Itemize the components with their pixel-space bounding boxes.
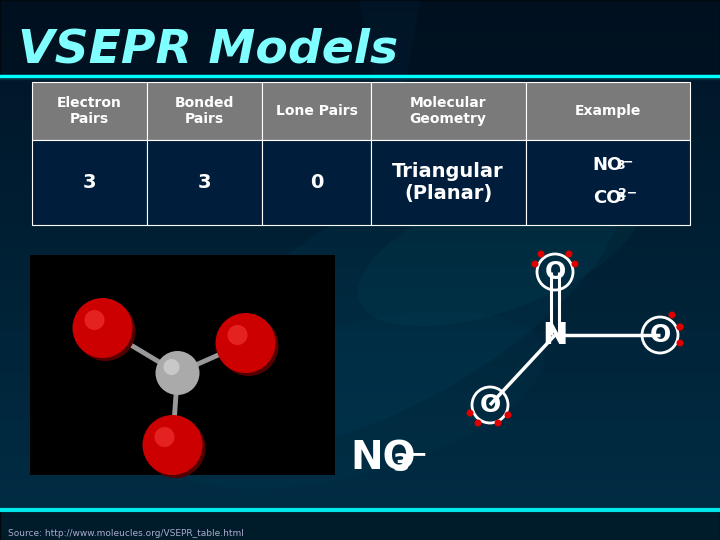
- Text: Electron
Pairs: Electron Pairs: [57, 96, 122, 126]
- Text: O: O: [649, 323, 670, 347]
- Circle shape: [538, 251, 544, 258]
- Circle shape: [565, 251, 572, 258]
- Text: Source: http://www.moleucles.org/VSEPR_table.html: Source: http://www.moleucles.org/VSEPR_t…: [8, 529, 244, 537]
- FancyBboxPatch shape: [0, 0, 720, 75]
- Circle shape: [677, 323, 683, 330]
- Text: 3: 3: [616, 159, 625, 172]
- FancyBboxPatch shape: [30, 255, 335, 475]
- FancyBboxPatch shape: [262, 82, 371, 140]
- Circle shape: [228, 325, 248, 345]
- Circle shape: [218, 316, 279, 376]
- FancyBboxPatch shape: [32, 82, 147, 140]
- FancyBboxPatch shape: [526, 140, 690, 225]
- Text: −: −: [406, 442, 427, 466]
- Ellipse shape: [358, 174, 642, 326]
- Circle shape: [73, 298, 132, 358]
- FancyBboxPatch shape: [147, 140, 262, 225]
- FancyBboxPatch shape: [0, 511, 720, 540]
- Text: O: O: [480, 393, 500, 417]
- Circle shape: [531, 260, 539, 267]
- FancyBboxPatch shape: [32, 140, 147, 225]
- Text: NO: NO: [593, 157, 623, 174]
- Circle shape: [677, 323, 683, 330]
- Polygon shape: [360, 0, 420, 180]
- Circle shape: [84, 310, 104, 330]
- Circle shape: [215, 313, 276, 373]
- Circle shape: [143, 415, 202, 475]
- Text: NO: NO: [350, 439, 415, 477]
- FancyBboxPatch shape: [147, 82, 262, 140]
- Text: 3: 3: [198, 173, 212, 192]
- Circle shape: [76, 301, 135, 361]
- FancyBboxPatch shape: [262, 140, 371, 225]
- Text: CO: CO: [593, 189, 622, 207]
- Text: Triangular
(Planar): Triangular (Planar): [392, 162, 504, 203]
- FancyBboxPatch shape: [526, 82, 690, 140]
- Text: O: O: [544, 260, 566, 284]
- Text: 3: 3: [392, 452, 410, 476]
- Text: 0: 0: [310, 173, 323, 192]
- FancyBboxPatch shape: [371, 140, 526, 225]
- Circle shape: [677, 340, 683, 347]
- Circle shape: [668, 312, 675, 319]
- Circle shape: [505, 411, 511, 418]
- Circle shape: [163, 359, 179, 375]
- Text: N: N: [542, 321, 567, 349]
- Text: −: −: [623, 155, 633, 168]
- Circle shape: [145, 418, 205, 478]
- Ellipse shape: [178, 148, 622, 452]
- Text: Bonded
Pairs: Bonded Pairs: [175, 96, 235, 126]
- Text: Molecular
Geometry: Molecular Geometry: [410, 96, 487, 126]
- Text: 3: 3: [616, 191, 625, 204]
- Circle shape: [467, 409, 474, 416]
- Text: 2−: 2−: [618, 187, 637, 200]
- Text: VSEPR Models: VSEPR Models: [18, 28, 398, 72]
- Circle shape: [156, 351, 199, 395]
- Circle shape: [572, 260, 578, 267]
- Ellipse shape: [156, 311, 544, 489]
- Circle shape: [495, 420, 502, 427]
- FancyBboxPatch shape: [371, 82, 526, 140]
- Circle shape: [474, 420, 482, 427]
- Circle shape: [155, 427, 174, 447]
- Text: Example: Example: [575, 104, 641, 118]
- Text: 3: 3: [83, 173, 96, 192]
- Text: Lone Pairs: Lone Pairs: [276, 104, 358, 118]
